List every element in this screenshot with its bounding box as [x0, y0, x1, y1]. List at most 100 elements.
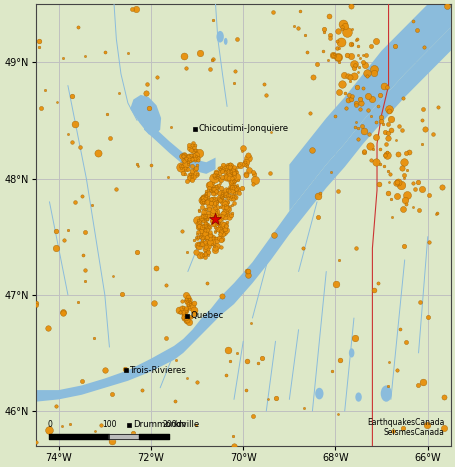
Polygon shape	[35, 28, 451, 402]
Point	[347, 52, 354, 60]
Point	[53, 244, 60, 252]
Point	[224, 205, 231, 212]
Point	[219, 162, 227, 169]
Point	[400, 171, 407, 179]
Point	[69, 139, 76, 146]
Point	[359, 51, 367, 59]
Point	[206, 184, 213, 192]
Point	[212, 206, 220, 214]
Point	[231, 183, 238, 191]
Point	[227, 202, 234, 210]
Point	[346, 78, 353, 85]
Point	[207, 199, 215, 206]
Point	[212, 208, 219, 216]
Point	[182, 291, 190, 299]
Point	[342, 105, 349, 112]
Point	[222, 372, 229, 379]
Point	[370, 70, 378, 77]
Point	[181, 152, 188, 159]
Point	[228, 210, 236, 217]
Point	[212, 212, 219, 219]
Point	[211, 185, 218, 192]
Point	[202, 226, 209, 234]
Ellipse shape	[349, 348, 354, 358]
Point	[203, 215, 211, 222]
Point	[202, 192, 209, 200]
Point	[217, 228, 224, 236]
Point	[384, 168, 391, 175]
Point	[244, 154, 252, 162]
Point	[400, 242, 407, 250]
Point	[361, 148, 368, 156]
Point	[179, 309, 187, 316]
Point	[199, 252, 207, 259]
Point	[380, 162, 388, 170]
Point	[231, 167, 238, 174]
Point	[238, 184, 246, 191]
Point	[272, 394, 279, 401]
Point	[153, 73, 160, 81]
Point	[216, 176, 223, 183]
Point	[216, 165, 223, 173]
Point	[81, 277, 89, 285]
Point	[35, 43, 43, 50]
Point	[223, 205, 231, 212]
Point	[179, 227, 186, 234]
Point	[38, 105, 45, 112]
Point	[228, 202, 236, 209]
Point	[384, 134, 392, 142]
Point	[214, 219, 221, 227]
Point	[203, 224, 210, 231]
Point	[242, 171, 249, 178]
Point	[233, 163, 241, 171]
Point	[196, 240, 203, 248]
Point	[205, 198, 212, 206]
Point	[217, 192, 224, 200]
Point	[209, 241, 216, 248]
Point	[207, 231, 214, 239]
Point	[199, 222, 206, 229]
Point	[194, 228, 202, 235]
Point	[109, 272, 116, 280]
Point	[211, 228, 218, 236]
Point	[207, 187, 214, 195]
Point	[32, 438, 40, 446]
Point	[209, 56, 217, 63]
Point	[337, 38, 344, 46]
Point	[222, 173, 230, 181]
Point	[350, 64, 358, 72]
Point	[214, 226, 222, 233]
Point	[195, 242, 202, 250]
Point	[207, 186, 214, 194]
Point	[188, 168, 195, 175]
Point	[206, 205, 213, 213]
Point	[228, 194, 235, 201]
Point	[353, 83, 360, 90]
Point	[186, 141, 193, 149]
Point	[343, 28, 350, 35]
Point	[190, 307, 197, 314]
Point	[435, 103, 442, 110]
Point	[384, 120, 392, 127]
Point	[186, 174, 193, 182]
Point	[223, 167, 230, 175]
Point	[199, 194, 207, 201]
Text: Trois-Rivieres: Trois-Rivieres	[130, 366, 187, 375]
Point	[203, 220, 210, 227]
Point	[326, 31, 334, 39]
Point	[225, 174, 233, 182]
Point	[299, 244, 307, 252]
Point	[395, 122, 403, 130]
Point	[367, 113, 374, 120]
Point	[180, 152, 187, 159]
Point	[224, 163, 232, 170]
Point	[232, 193, 239, 200]
Point	[403, 201, 410, 208]
Point	[214, 211, 221, 218]
Point	[178, 297, 186, 304]
Point	[224, 186, 231, 194]
Point	[351, 123, 359, 131]
Point	[212, 246, 219, 253]
Point	[188, 176, 196, 184]
Point	[303, 48, 311, 56]
